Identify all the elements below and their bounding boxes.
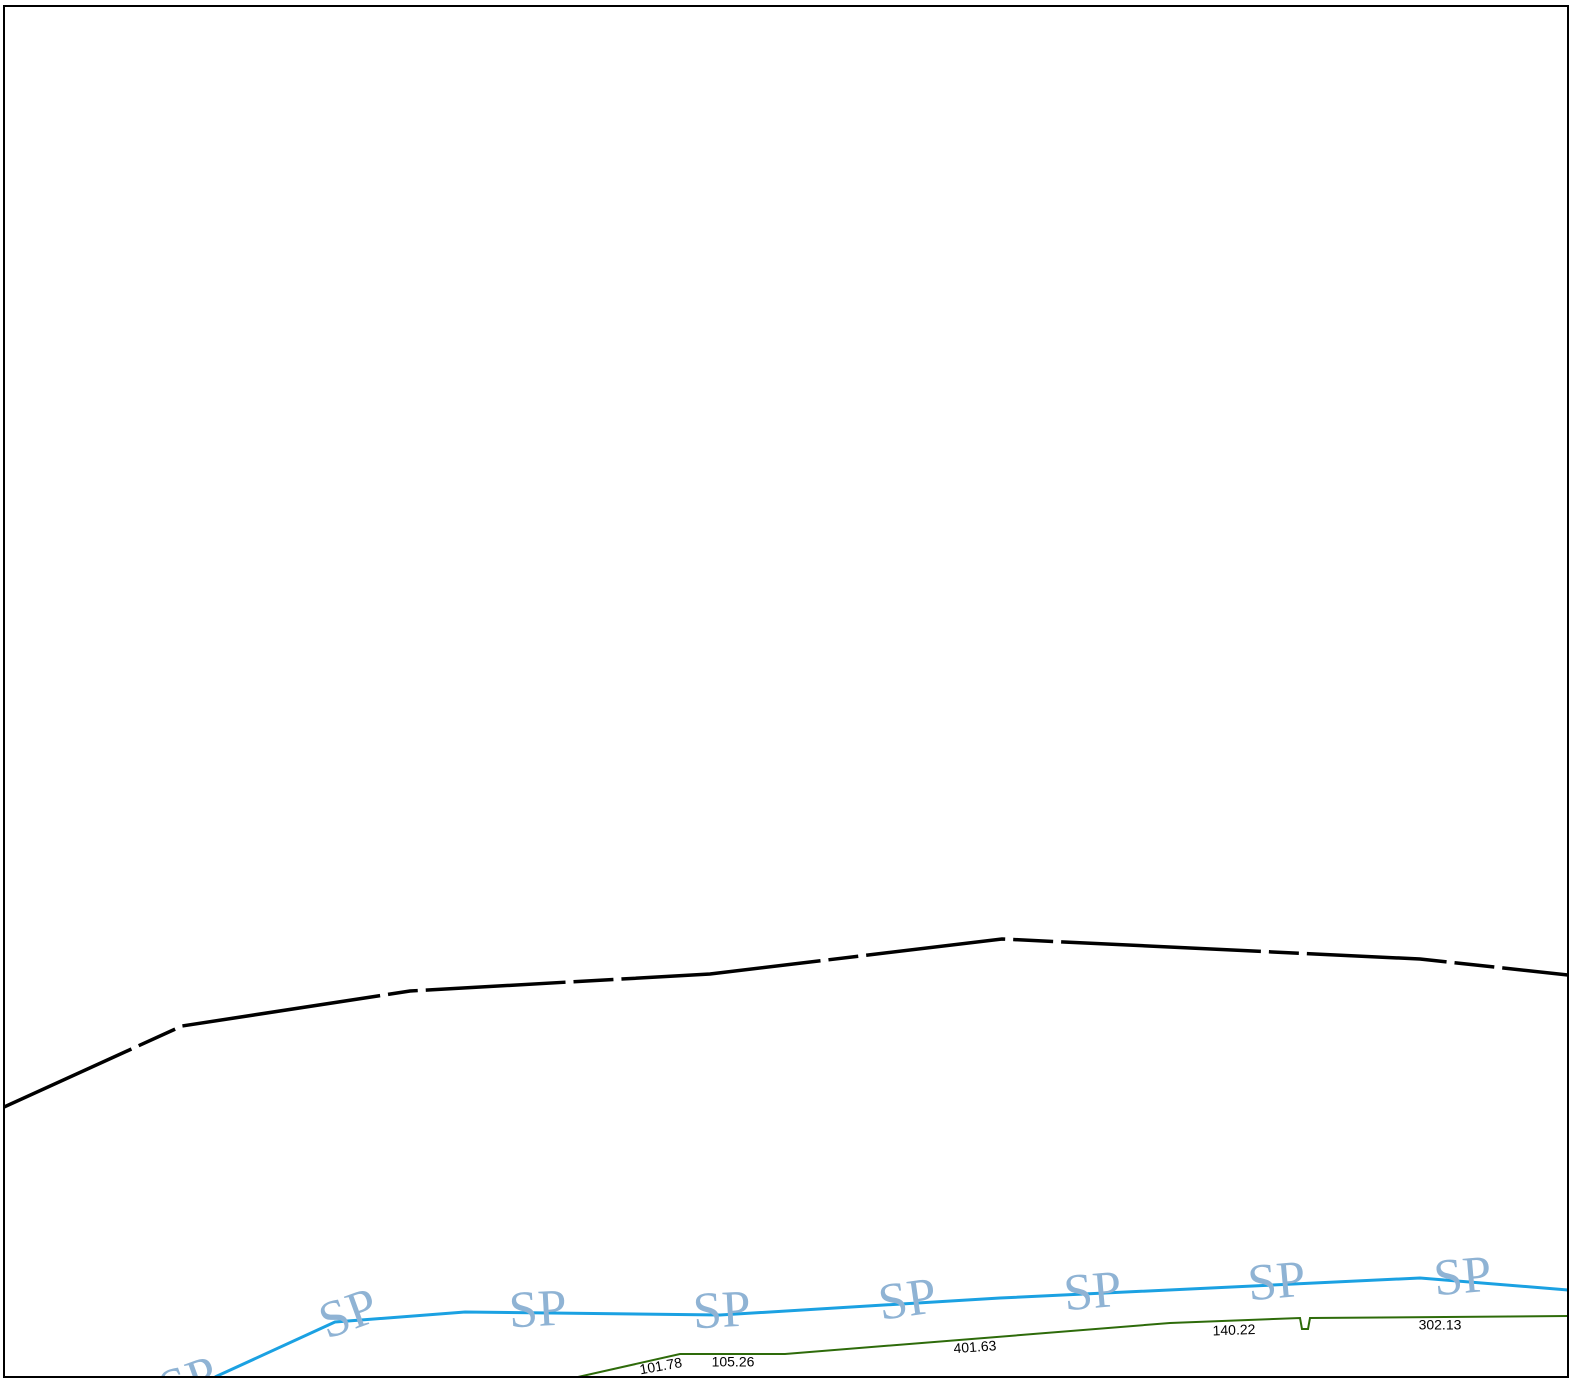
marker-text: SP [507, 1279, 568, 1339]
road-line [577, 1315, 1568, 1377]
segment-label: 302.13 [1419, 1317, 1462, 1333]
marker-text: SP [875, 1267, 940, 1331]
marker-text: SP [691, 1280, 752, 1340]
marker-text: SP [1245, 1251, 1308, 1313]
marker-text: SP [1431, 1246, 1494, 1308]
segment-label: 401.63 [953, 1337, 997, 1356]
map-frame [3, 5, 1569, 1378]
segment-label: 140.22 [1212, 1321, 1256, 1338]
river-line [214, 1276, 1568, 1377]
boundary-line [4, 937, 1568, 1109]
marker-text: SP [1061, 1261, 1124, 1323]
segment-label: 105.26 [712, 1354, 755, 1370]
segment-label: 101.78 [638, 1354, 683, 1377]
